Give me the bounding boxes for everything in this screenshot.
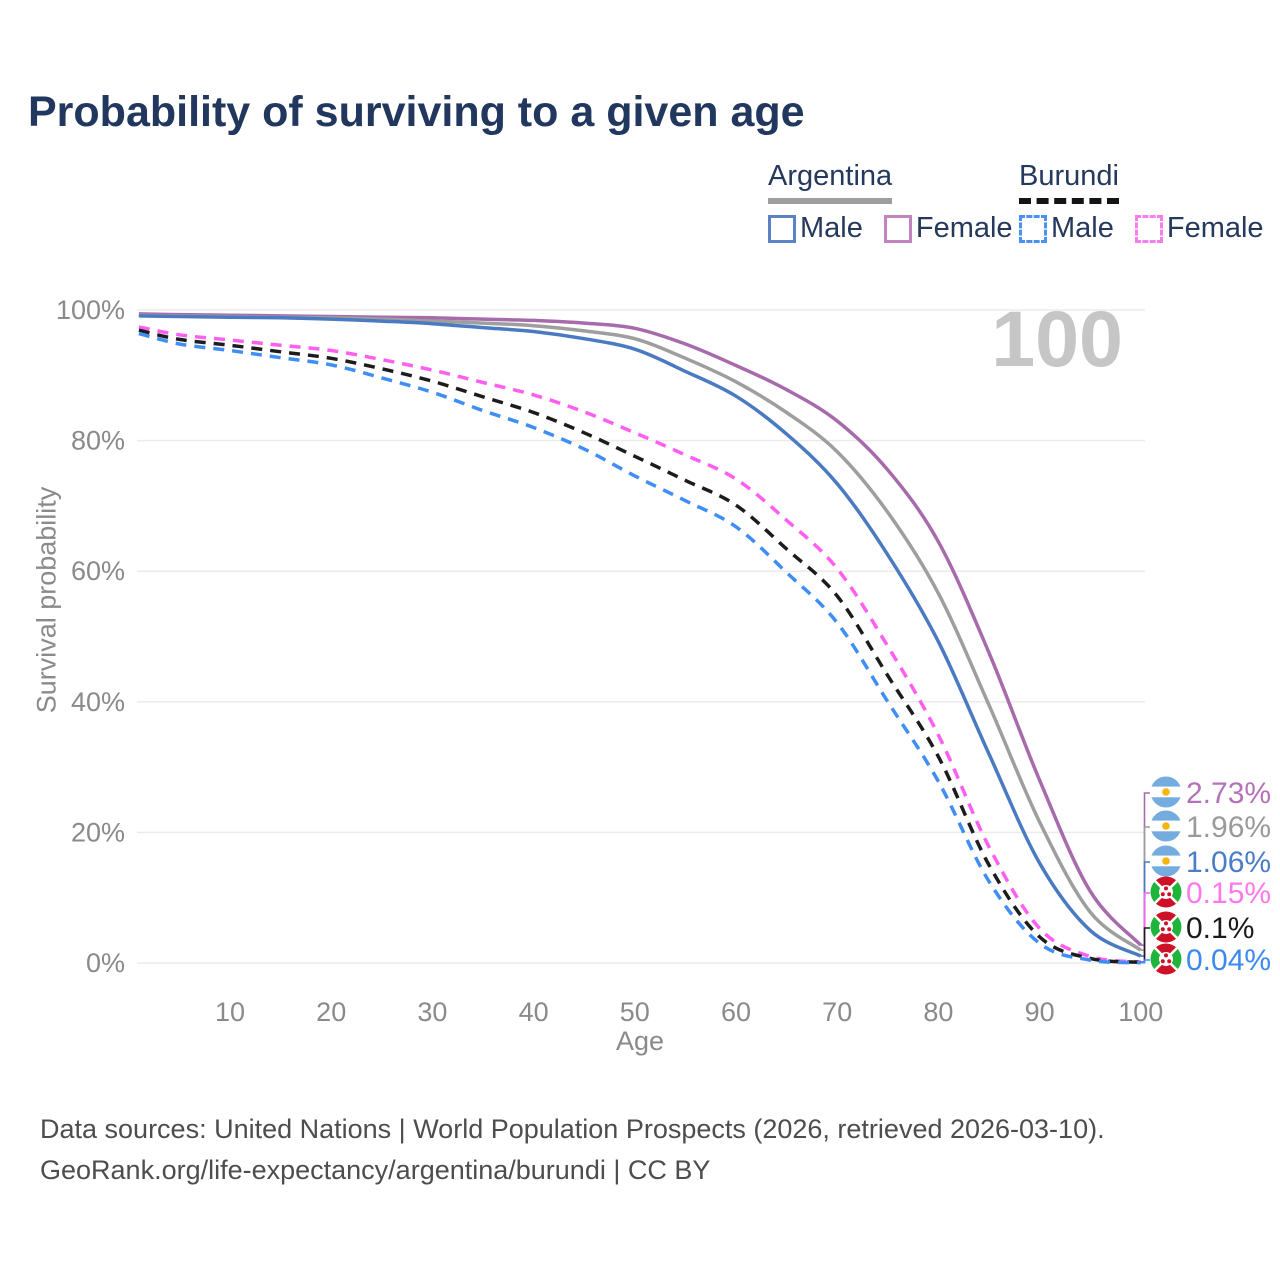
argentina-flag-icon (1150, 845, 1182, 877)
legend-group-burundi: Burundi Male Female (1019, 160, 1264, 245)
end-value-label-argentina-female: 2.73% (1186, 777, 1271, 810)
burundi-male-swatch-icon (1019, 214, 1047, 243)
series-line-argentina-combined[interactable] (138, 313, 1142, 952)
y-tick-label: 100% (56, 295, 125, 325)
x-tick-label: 50 (620, 997, 650, 1027)
series-line-burundi-combined[interactable] (138, 328, 1141, 965)
argentina-flag-icon (1150, 810, 1182, 842)
legend-item-argentina-male[interactable]: Male (768, 212, 863, 245)
burundi-female-swatch-icon (1134, 214, 1163, 243)
x-tick-label: 80 (923, 997, 953, 1027)
footer: Data sources: United Nations | World Pop… (40, 1109, 1105, 1191)
footer-sources: Data sources: United Nations | World Pop… (40, 1114, 1105, 1144)
legend-label: Male (1051, 212, 1114, 244)
end-value-label-burundi-male: 0.04% (1186, 944, 1271, 977)
y-axis-title: Survival probability (31, 486, 62, 714)
argentina-male-swatch-icon (768, 214, 796, 243)
legend-label: Male (800, 212, 863, 244)
series-line-argentina-male[interactable] (138, 314, 1142, 958)
x-tick-label: 10 (215, 997, 245, 1027)
burundi-flag-icon (1150, 911, 1182, 943)
x-tick-label: 60 (721, 997, 751, 1027)
end-value-label-argentina-combined: 1.96% (1186, 811, 1271, 844)
y-tick-label: 60% (71, 556, 125, 586)
x-tick-label: 20 (316, 997, 346, 1027)
gridlines: 0% 20% 40% 60% 80% 100% 10 20 30 40 50 60 70 80 90 100 (56, 295, 1163, 1027)
label-connector (1140, 826, 1150, 951)
label-connector (1140, 861, 1150, 957)
y-tick-label: 40% (71, 687, 125, 717)
x-tick-label: 100 (1118, 997, 1163, 1027)
age-watermark: 100 (991, 294, 1123, 383)
y-tick-label: 0% (86, 948, 125, 978)
end-value-label-burundi-combined: 0.1% (1186, 912, 1254, 945)
end-labels: 2.73%1.96%1.06%0.15%0.1%0.04% (1140, 776, 1271, 977)
end-value-label-argentina-male: 1.06% (1186, 846, 1271, 879)
argentina-flag-icon (1150, 776, 1182, 808)
x-tick-label: 70 (822, 997, 852, 1027)
series-lines (138, 312, 1143, 965)
x-tick-label: 30 (417, 997, 447, 1027)
legend-item-argentina-female[interactable]: Female (883, 212, 1013, 245)
burundi-flag-icon (1150, 943, 1182, 975)
x-tick-label: 90 (1025, 997, 1055, 1027)
series-line-argentina-female[interactable] (138, 312, 1143, 947)
series-line-burundi-female[interactable] (138, 325, 1141, 964)
legend-header-burundi: Burundi (1019, 160, 1119, 204)
burundi-flag-icon (1150, 876, 1182, 908)
legend-label: Female (915, 212, 1013, 244)
legend-label: Female (1166, 212, 1264, 244)
legend: Argentina Male Female Burundi Male Femal… (0, 160, 1280, 250)
series-line-burundi-male[interactable] (138, 331, 1141, 965)
legend-group-argentina: Argentina Male Female (768, 160, 1013, 245)
label-connector (1140, 959, 1150, 964)
end-value-label-burundi-female: 0.15% (1186, 877, 1271, 910)
legend-item-burundi-female[interactable]: Female (1134, 212, 1264, 245)
y-tick-label: 80% (71, 426, 125, 456)
footer-attribution: GeoRank.org/life-expectancy/argentina/bu… (40, 1155, 711, 1185)
y-tick-label: 20% (71, 817, 125, 847)
legend-item-burundi-male[interactable]: Male (1019, 212, 1114, 245)
x-axis-title: Age (615, 1026, 665, 1056)
argentina-female-swatch-icon (883, 214, 912, 243)
page-title: Probability of surviving to a given age (28, 88, 805, 136)
legend-header-argentina: Argentina (768, 160, 893, 204)
x-tick-label: 40 (519, 997, 549, 1027)
label-connector (1140, 792, 1150, 946)
